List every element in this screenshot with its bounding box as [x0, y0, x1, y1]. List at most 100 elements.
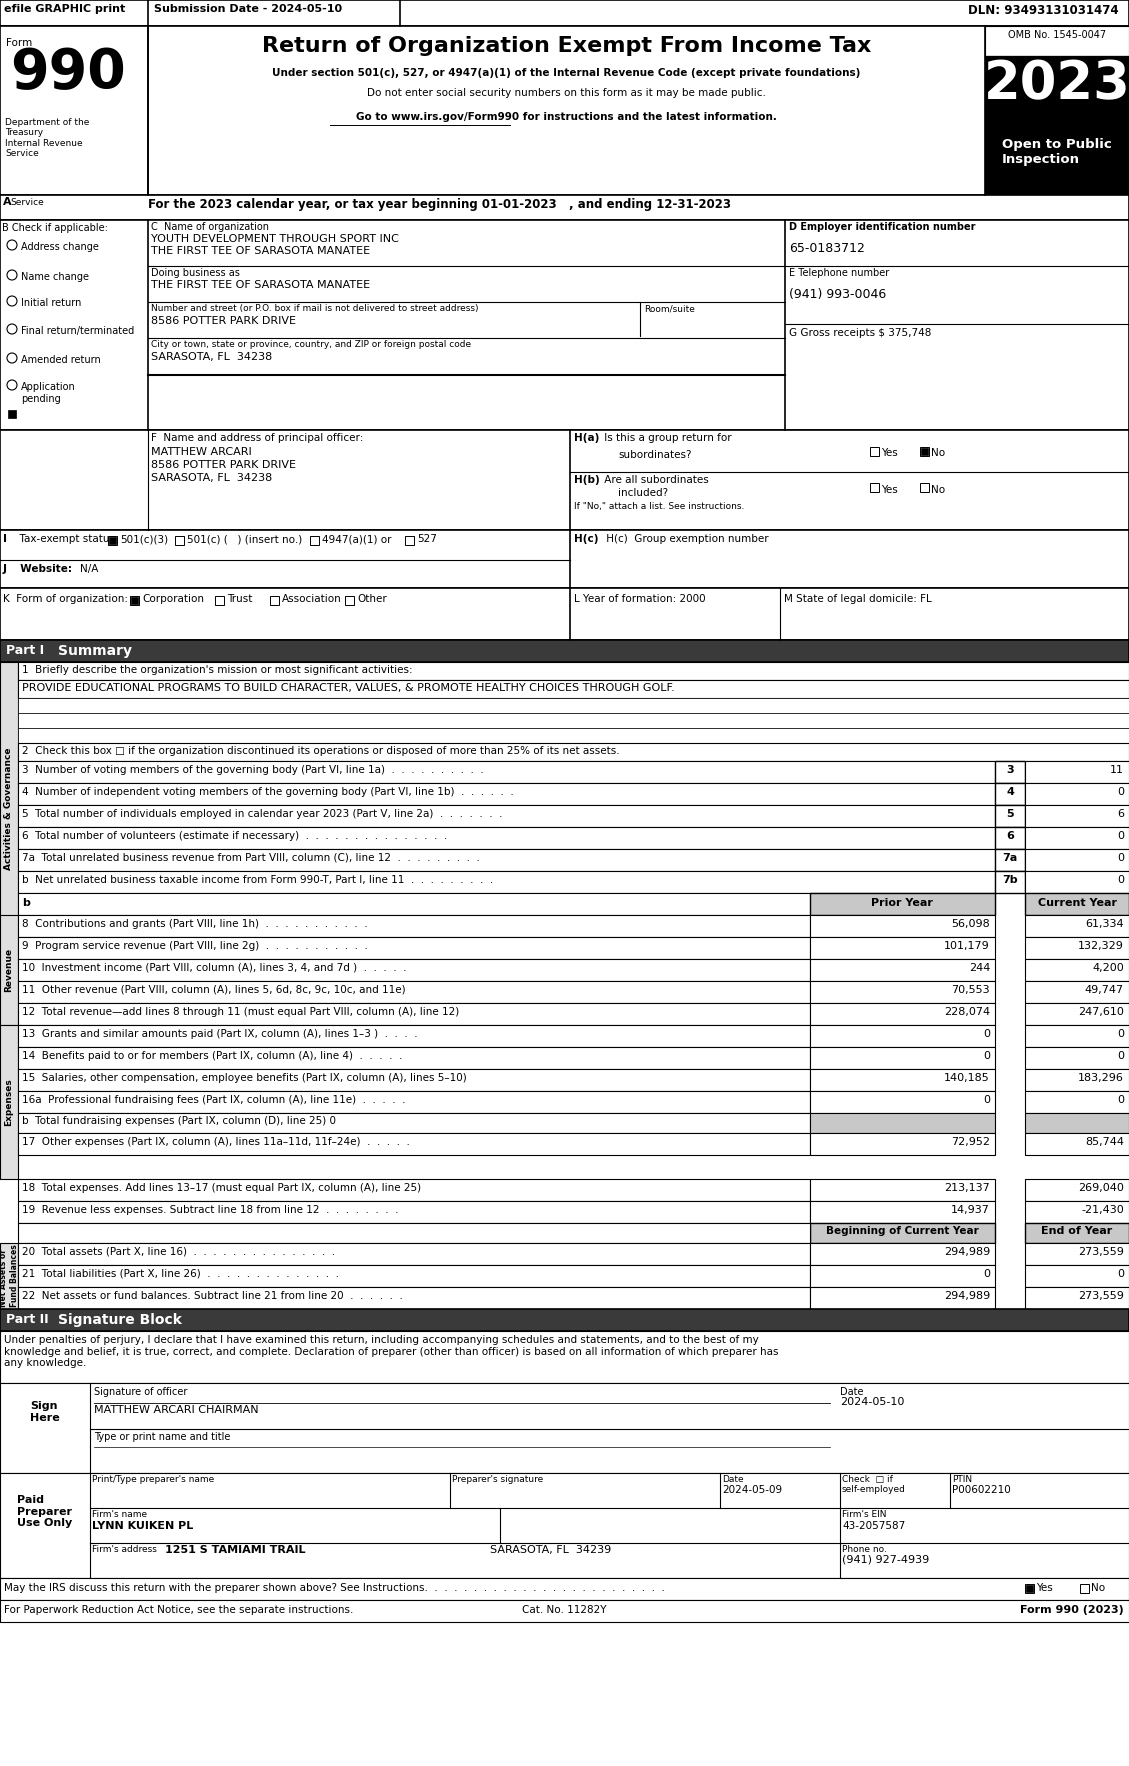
Bar — [18, 1287, 809, 1309]
Text: 11  Other revenue (Part VIII, column (A), lines 5, 6d, 8c, 9c, 10c, and 11e): 11 Other revenue (Part VIII, column (A),… — [21, 985, 405, 994]
Bar — [18, 1091, 809, 1113]
Text: Form 990 (2023): Form 990 (2023) — [1021, 1605, 1124, 1614]
Text: H(a): H(a) — [574, 433, 599, 443]
Text: Final return/terminated: Final return/terminated — [21, 327, 134, 336]
Bar — [0, 1309, 1129, 1332]
Bar — [18, 826, 995, 849]
Text: 22  Net assets or fund balances. Subtract line 21 from line 20  .  .  .  .  .  .: 22 Net assets or fund balances. Subtract… — [21, 1291, 403, 1302]
Bar — [1025, 1068, 1129, 1091]
Text: 14  Benefits paid to or for members (Part IX, column (A), line 4)  .  .  .  .  .: 14 Benefits paid to or for members (Part… — [21, 1051, 402, 1061]
Text: SARASOTA, FL  34238: SARASOTA, FL 34238 — [151, 473, 272, 482]
Text: 12  Total revenue—add lines 8 through 11 (must equal Part VIII, column (A), line: 12 Total revenue—add lines 8 through 11 … — [21, 1007, 460, 1017]
Text: 101,179: 101,179 — [944, 941, 990, 952]
Bar — [809, 1091, 995, 1113]
Text: 0: 0 — [1117, 1051, 1124, 1061]
Bar — [18, 1180, 809, 1201]
Text: SARASOTA, FL  34238: SARASOTA, FL 34238 — [151, 351, 272, 362]
Bar — [1025, 761, 1129, 782]
Text: 501(c)(3): 501(c)(3) — [120, 533, 168, 544]
Bar — [984, 131, 1129, 194]
Text: 15  Salaries, other compensation, employee benefits (Part IX, column (A), lines : 15 Salaries, other compensation, employe… — [21, 1074, 466, 1083]
Bar — [18, 782, 995, 805]
Text: (941) 927-4939: (941) 927-4939 — [842, 1556, 929, 1565]
Bar — [18, 1201, 809, 1224]
Text: 0: 0 — [983, 1030, 990, 1038]
Text: 2024-05-10: 2024-05-10 — [840, 1397, 904, 1408]
Text: 0: 0 — [1117, 853, 1124, 864]
Text: Under penalties of perjury, I declare that I have examined this return, includin: Under penalties of perjury, I declare th… — [5, 1335, 779, 1369]
Text: Doing business as: Doing business as — [151, 268, 239, 277]
Bar — [1025, 1180, 1129, 1201]
Text: 7b: 7b — [1003, 874, 1018, 885]
Text: 0: 0 — [983, 1051, 990, 1061]
Bar — [18, 1024, 809, 1047]
Bar — [809, 1024, 995, 1047]
Text: 8  Contributions and grants (Part VIII, line 1h)  .  .  .  .  .  .  .  .  .  .  : 8 Contributions and grants (Part VIII, l… — [21, 918, 368, 929]
Bar — [18, 1134, 809, 1155]
Bar — [1025, 1134, 1129, 1155]
Bar — [809, 1003, 995, 1024]
Text: Tax-exempt status:: Tax-exempt status: — [14, 533, 119, 544]
Text: 8586 POTTER PARK DRIVE: 8586 POTTER PARK DRIVE — [151, 459, 296, 470]
Bar — [809, 1180, 995, 1201]
Text: 21  Total liabilities (Part X, line 26)  .  .  .  .  .  .  .  .  .  .  .  .  .  : 21 Total liabilities (Part X, line 26) .… — [21, 1270, 339, 1279]
Bar — [131, 597, 138, 604]
Text: 273,559: 273,559 — [1078, 1291, 1124, 1302]
Bar — [995, 826, 1025, 849]
Text: 0: 0 — [1117, 1270, 1124, 1279]
Text: Prior Year: Prior Year — [872, 897, 933, 908]
Text: 8586 POTTER PARK DRIVE: 8586 POTTER PARK DRIVE — [151, 316, 296, 327]
Text: 294,989: 294,989 — [944, 1291, 990, 1302]
Text: Department of the
Treasury
Internal Revenue
Service: Department of the Treasury Internal Reve… — [5, 118, 89, 159]
Bar — [809, 938, 995, 959]
Bar — [1025, 782, 1129, 805]
Bar — [1080, 1584, 1089, 1593]
Text: 70,553: 70,553 — [952, 985, 990, 994]
Text: 49,747: 49,747 — [1085, 985, 1124, 994]
Bar — [0, 26, 148, 194]
Text: Paid
Preparer
Use Only: Paid Preparer Use Only — [17, 1496, 72, 1528]
Text: Print/Type preparer's name: Print/Type preparer's name — [91, 1475, 215, 1483]
Text: City or town, state or province, country, and ZIP or foreign postal code: City or town, state or province, country… — [151, 341, 471, 350]
Bar — [0, 1243, 18, 1309]
Bar — [18, 743, 1129, 761]
Text: Signature of officer: Signature of officer — [94, 1386, 187, 1397]
Text: H(b): H(b) — [574, 475, 599, 486]
Bar — [108, 537, 117, 546]
Bar — [110, 537, 116, 544]
Text: G Gross receipts $ 375,748: G Gross receipts $ 375,748 — [789, 328, 931, 337]
Bar — [18, 980, 809, 1003]
Text: Amended return: Amended return — [21, 355, 100, 366]
Bar — [18, 871, 995, 894]
Text: M State of legal domicile: FL: M State of legal domicile: FL — [784, 593, 931, 604]
Bar — [1026, 1586, 1033, 1591]
Bar — [1025, 1024, 1129, 1047]
Bar — [130, 595, 139, 606]
Text: Submission Date - 2024-05-10: Submission Date - 2024-05-10 — [154, 4, 342, 14]
Bar — [1025, 871, 1129, 894]
Bar — [18, 728, 1129, 743]
Text: 4  Number of independent voting members of the governing body (Part VI, line 1b): 4 Number of independent voting members o… — [21, 788, 514, 796]
Bar — [809, 915, 995, 938]
Text: Phone no.: Phone no. — [842, 1545, 887, 1554]
Text: Cat. No. 11282Y: Cat. No. 11282Y — [522, 1605, 606, 1614]
Text: DLN: 93493131031474: DLN: 93493131031474 — [969, 4, 1119, 18]
Bar — [0, 1579, 1129, 1600]
Text: 244: 244 — [969, 962, 990, 973]
Text: H(c): H(c) — [574, 533, 598, 544]
Bar — [18, 915, 809, 938]
Text: Address change: Address change — [21, 242, 99, 253]
Text: MATTHEW ARCARI: MATTHEW ARCARI — [151, 447, 252, 457]
Text: Current Year: Current Year — [1038, 897, 1117, 908]
Bar — [809, 980, 995, 1003]
Text: B Check if applicable:: B Check if applicable: — [2, 223, 108, 233]
Text: Open to Public
Inspection: Open to Public Inspection — [1003, 138, 1112, 166]
Bar — [1025, 805, 1129, 826]
Text: 13  Grants and similar amounts paid (Part IX, column (A), lines 1–3 )  .  .  .  : 13 Grants and similar amounts paid (Part… — [21, 1030, 418, 1038]
Text: 3  Number of voting members of the governing body (Part VI, line 1a)  .  .  .  .: 3 Number of voting members of the govern… — [21, 765, 483, 775]
Text: Room/suite: Room/suite — [644, 304, 694, 313]
Text: efile GRAPHIC print: efile GRAPHIC print — [5, 4, 125, 14]
Bar — [809, 1287, 995, 1309]
Text: 19  Revenue less expenses. Subtract line 18 from line 12  .  .  .  .  .  .  .  .: 19 Revenue less expenses. Subtract line … — [21, 1204, 399, 1215]
Text: Return of Organization Exempt From Income Tax: Return of Organization Exempt From Incom… — [262, 35, 872, 57]
